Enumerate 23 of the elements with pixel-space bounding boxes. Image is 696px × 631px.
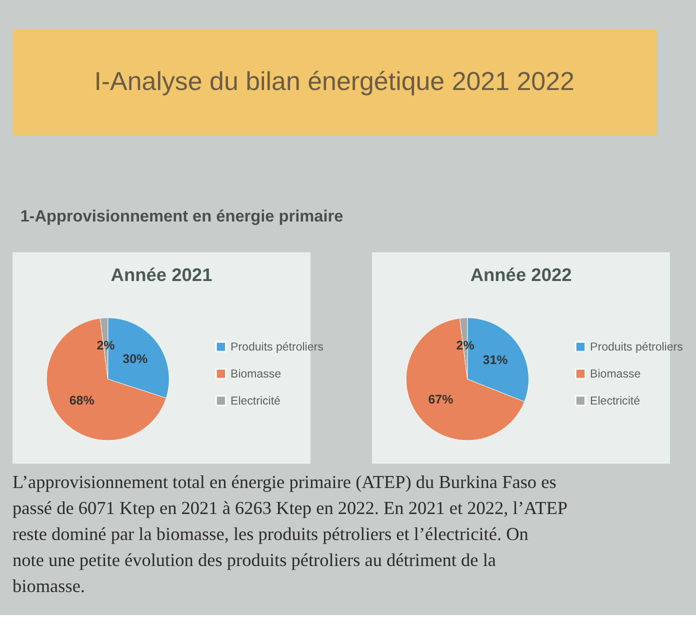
chart-title: Année 2022: [470, 264, 572, 286]
text: passé de 6071 Ktep en 2021 à 6263 Ktep en 2022. En 2021 et 2022, l’ATEP: [12, 498, 568, 518]
legend-label: Biomasse: [590, 368, 641, 381]
legend-label: Produits pétroliers: [230, 342, 324, 354]
chart-title: Année 2021: [110, 264, 212, 286]
text: biomasse.: [12, 576, 85, 596]
text: reste dominé par la biomasse, les produits pétroliers et l’électricité. On: [12, 524, 528, 544]
text: note une petite évolution des produits pétroliers au détriment de la: [12, 550, 496, 570]
pie-slice: [46, 318, 166, 441]
data-label: 67%: [428, 392, 454, 407]
data-label: 2%: [96, 338, 115, 352]
text: L’approvisionnement total en énergie primaire (ATEP) du Burkina Faso es: [12, 472, 556, 492]
legend-label: Electricité: [590, 396, 640, 408]
legend-label: Produits pétroliers: [590, 342, 684, 354]
text: 1-Approvisionnement en énergie primaire: [20, 207, 344, 226]
legend-label: Biomasse: [230, 368, 282, 381]
data-label: 31%: [482, 353, 508, 368]
legend-label: Electricité: [230, 396, 280, 408]
data-label: 2%: [456, 338, 474, 352]
data-label: 68%: [69, 393, 94, 408]
data-label: 30%: [122, 352, 148, 366]
text: I-Analyse du bilan énergétique 2021 2022: [94, 68, 574, 96]
pie-slice: [406, 318, 525, 441]
